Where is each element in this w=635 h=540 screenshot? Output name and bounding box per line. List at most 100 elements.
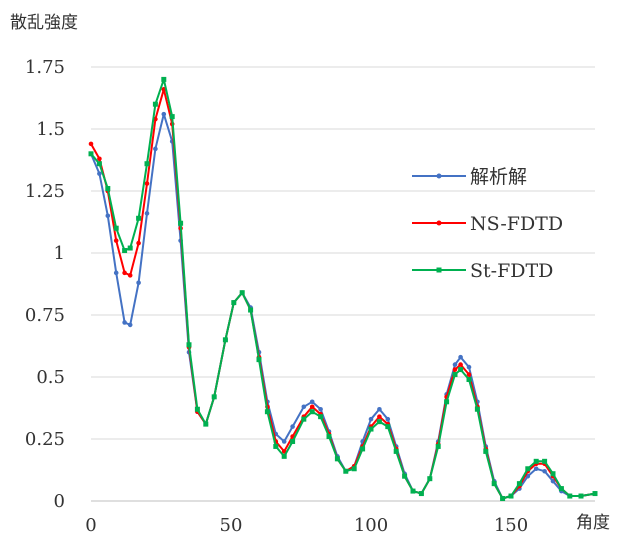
data-point xyxy=(105,186,111,192)
data-point xyxy=(144,211,150,216)
legend-marker xyxy=(436,220,442,226)
data-point xyxy=(368,426,374,432)
data-point xyxy=(211,394,217,400)
legend: 解析解 NS-FDTD St-FDTD xyxy=(412,166,563,282)
data-point xyxy=(550,478,556,484)
data-point xyxy=(136,280,141,286)
data-point xyxy=(326,434,332,440)
x-axis-ticks: 0 50 100 150 xyxy=(85,515,528,536)
data-point xyxy=(474,406,480,412)
x-tick-label: 150 xyxy=(494,515,528,536)
data-point xyxy=(318,414,324,420)
data-point xyxy=(113,238,119,243)
data-point xyxy=(281,439,287,444)
data-point xyxy=(88,141,94,147)
y-tick-label: 0.75 xyxy=(25,305,65,326)
data-point xyxy=(466,372,472,377)
data-point xyxy=(385,416,391,422)
data-point xyxy=(231,300,237,306)
data-point xyxy=(334,456,340,462)
data-point xyxy=(203,421,209,427)
data-point xyxy=(542,468,547,474)
data-point xyxy=(161,111,167,117)
data-point xyxy=(550,471,556,477)
data-point xyxy=(256,357,262,363)
data-point xyxy=(458,362,463,367)
data-point xyxy=(309,409,315,415)
data-point xyxy=(264,409,270,415)
data-point xyxy=(500,496,506,502)
data-point xyxy=(558,486,564,492)
data-point xyxy=(377,414,382,419)
data-point xyxy=(410,488,416,494)
y-tick-label: 1.5 xyxy=(36,119,65,140)
data-point xyxy=(385,424,391,430)
data-point xyxy=(435,443,441,449)
data-point xyxy=(542,458,548,464)
data-point xyxy=(592,491,598,497)
data-point xyxy=(239,290,245,296)
data-point xyxy=(508,493,514,499)
data-point xyxy=(290,424,295,429)
data-point xyxy=(248,307,254,313)
y-tick-label: 0 xyxy=(54,491,65,512)
data-point xyxy=(153,146,158,152)
data-point xyxy=(169,114,175,120)
series-group xyxy=(88,76,598,502)
data-point xyxy=(483,448,489,454)
data-point xyxy=(194,406,200,412)
series-2 xyxy=(88,76,598,502)
data-point xyxy=(427,476,433,482)
data-point xyxy=(466,376,472,382)
data-point xyxy=(178,220,184,226)
data-point xyxy=(127,273,133,278)
legend-marker xyxy=(436,267,442,273)
y-tick-label: 1.75 xyxy=(25,57,65,78)
data-point xyxy=(136,240,141,246)
data-point xyxy=(452,362,458,367)
data-point xyxy=(144,161,150,167)
data-point xyxy=(88,151,94,157)
data-point xyxy=(144,181,150,186)
data-point xyxy=(458,367,464,373)
y-tick-label: 1 xyxy=(54,243,65,264)
legend-label: 解析解 xyxy=(470,166,527,188)
y-tick-label: 0.25 xyxy=(25,429,65,450)
data-point xyxy=(96,161,102,167)
data-point xyxy=(105,213,111,219)
data-point xyxy=(376,419,382,425)
data-point xyxy=(533,466,539,472)
y-axis-ticks: 0 0.25 0.5 0.75 1 1.25 1.5 1.75 xyxy=(25,57,65,512)
data-point xyxy=(122,320,127,325)
data-point xyxy=(127,245,133,251)
data-point xyxy=(290,438,296,444)
data-point xyxy=(309,404,315,410)
data-point xyxy=(127,322,133,328)
data-point xyxy=(458,354,463,360)
data-point xyxy=(351,466,357,472)
x-tick-label: 50 xyxy=(220,515,243,536)
data-point xyxy=(567,493,573,499)
series-line xyxy=(90,88,596,500)
data-point xyxy=(444,399,450,405)
y-tick-label: 1.25 xyxy=(25,181,65,202)
series-line xyxy=(90,78,596,500)
data-point xyxy=(186,342,192,348)
x-axis-title: 角度 xyxy=(576,513,610,533)
data-point xyxy=(360,446,366,452)
legend-marker xyxy=(436,173,442,179)
data-point xyxy=(318,406,323,412)
data-point xyxy=(491,481,497,487)
data-point xyxy=(273,443,279,449)
data-point xyxy=(516,481,522,487)
gridlines xyxy=(91,66,595,502)
data-point xyxy=(97,156,102,162)
legend-label: St-FDTD xyxy=(470,260,553,282)
data-point xyxy=(301,404,307,410)
data-point xyxy=(377,406,382,412)
data-point xyxy=(418,491,424,497)
data-point xyxy=(152,101,158,107)
data-point xyxy=(301,416,307,422)
y-tick-label: 0.5 xyxy=(36,367,65,388)
